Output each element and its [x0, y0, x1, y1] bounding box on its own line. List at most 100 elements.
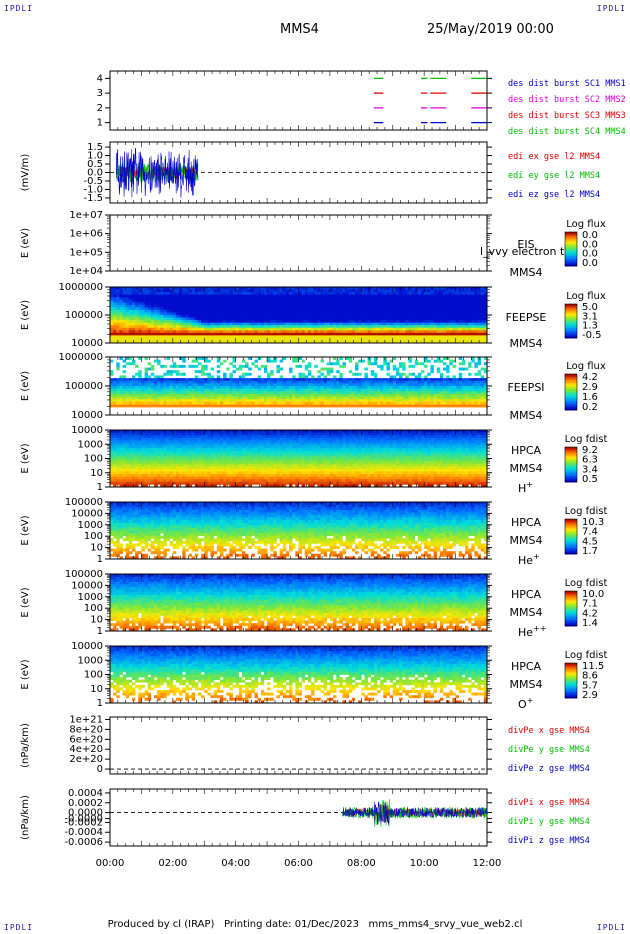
- spectrogram-cell: [160, 325, 164, 329]
- spectrogram-cell: [260, 393, 265, 397]
- spectrogram-cell: [147, 309, 152, 313]
- spectrogram-cell: [301, 404, 306, 408]
- spectrogram-cell: [238, 320, 243, 323]
- spectrogram-cell: [461, 332, 466, 336]
- spectrogram-cell: [113, 340, 117, 344]
- spectrogram-cell: [223, 315, 227, 318]
- spectrogram-cell: [267, 330, 271, 334]
- spectrogram-cell: [446, 289, 450, 293]
- spectrogram-cell: [430, 302, 434, 306]
- spectrogram-cell: [355, 372, 359, 376]
- spectrogram-cell: [424, 357, 428, 360]
- spectrogram-cell: [474, 299, 478, 303]
- spectrogram-cell: [238, 325, 243, 329]
- spectrogram-cell: [232, 386, 236, 389]
- spectrogram-cell: [172, 396, 177, 400]
- spectrogram-cell: [267, 309, 271, 313]
- spectrogram-cell: [157, 335, 161, 339]
- spectrogram-cell: [210, 378, 214, 382]
- spectrogram-cell: [329, 325, 334, 329]
- spectrogram-cell: [289, 335, 293, 339]
- spectrogram-cell: [185, 315, 189, 318]
- spectrogram-cell: [358, 340, 362, 344]
- spectrogram-cell: [436, 292, 441, 295]
- spectrogram-cell: [157, 325, 161, 329]
- spectrogram-cell: [326, 289, 331, 293]
- spectrogram-cell: [169, 327, 174, 331]
- spectrogram-cell: [153, 404, 158, 408]
- spectrogram-cell: [116, 299, 120, 303]
- spectrogram-cell: [298, 399, 302, 403]
- spectrogram-cell: [197, 307, 202, 311]
- spectrogram-cell: [175, 388, 180, 392]
- spectrogram-cell: [150, 335, 155, 339]
- spectrogram-cell: [116, 335, 120, 339]
- spectrogram-cell: [179, 401, 183, 405]
- spectrogram-cell: [336, 315, 340, 318]
- spectrogram-cell: [175, 287, 180, 290]
- spectrogram-cell: [204, 330, 208, 334]
- spectrogram-cell: [399, 378, 403, 382]
- spectrogram-cell: [317, 391, 321, 395]
- spectrogram-cell: [285, 289, 290, 293]
- spectrogram-cell: [245, 294, 249, 298]
- spectrogram-cell: [380, 386, 384, 389]
- spectrogram-cell: [119, 332, 123, 336]
- spectrogram-cell: [433, 322, 438, 326]
- spectrogram-cell: [408, 340, 412, 344]
- spectrogram-cell: [373, 375, 378, 379]
- spectrogram-cell: [188, 364, 192, 368]
- spectrogram-cell: [383, 383, 387, 387]
- spectrogram-cell: [289, 396, 293, 400]
- spectrogram-cell: [333, 375, 337, 379]
- spectrogram-cell: [317, 330, 321, 334]
- spectrogram-cell: [449, 359, 453, 363]
- spectrogram-cell: [147, 307, 152, 311]
- spectrogram-cell: [295, 297, 299, 301]
- spectrogram-cell: [408, 287, 412, 290]
- spectrogram-cell: [399, 325, 403, 329]
- spectrogram-cell: [116, 325, 120, 329]
- spectrogram-cell: [169, 396, 174, 400]
- spectrogram-cell: [336, 337, 340, 341]
- spectrogram-cell: [128, 322, 133, 326]
- spectrogram-cell: [355, 322, 359, 326]
- spectrogram-cell: [248, 289, 252, 293]
- spectrogram-cell: [163, 322, 167, 326]
- spectrogram-cell: [323, 330, 328, 334]
- colorbar-segment: [565, 263, 577, 266]
- spectrogram-cell: [298, 327, 302, 331]
- spectrogram-cell: [399, 309, 403, 313]
- spectrogram-cell: [370, 332, 375, 336]
- spectrogram-cell: [380, 335, 384, 339]
- spectrogram-cell: [144, 378, 148, 382]
- spectrogram-cell: [276, 304, 280, 308]
- spectrogram-cell: [166, 372, 170, 376]
- spectrogram-cell: [175, 307, 180, 311]
- spectrogram-cell: [279, 383, 284, 387]
- spectrogram-cell: [468, 315, 472, 318]
- spectrogram-cell: [342, 315, 346, 318]
- spectrogram-cell: [399, 312, 403, 316]
- spectrogram-cell: [141, 330, 145, 334]
- spectrogram-cell: [292, 388, 296, 392]
- spectrogram-cell: [251, 287, 255, 290]
- spectrogram-cell: [326, 330, 331, 334]
- spectrogram-cell: [128, 287, 133, 290]
- spectrogram-cell: [194, 378, 199, 382]
- spectrogram-cell: [298, 335, 302, 339]
- spectrogram-cell: [333, 404, 337, 408]
- spectrogram-cell: [150, 315, 155, 318]
- spectrogram-cell: [235, 325, 240, 329]
- spectrogram-cell: [295, 315, 299, 318]
- edi-trace-ez: [116, 147, 199, 198]
- spectrogram-cell: [254, 320, 258, 323]
- spectrogram-cell: [257, 327, 262, 331]
- spectrogram-cell: [468, 322, 472, 326]
- spectrogram-cell: [169, 315, 174, 318]
- spectrogram-cell: [273, 359, 277, 363]
- spectrogram-cell: [373, 327, 378, 331]
- spectrogram-cell: [172, 312, 177, 316]
- spectrogram-cell: [345, 401, 350, 405]
- spectrogram-cell: [144, 289, 148, 293]
